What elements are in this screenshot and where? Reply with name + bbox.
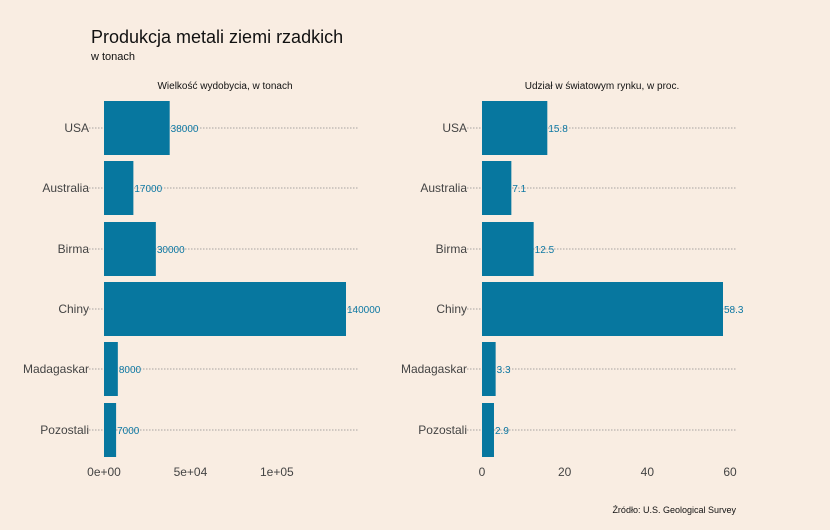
bar-chiny	[104, 282, 346, 336]
category-label: Australia	[420, 181, 467, 195]
category-label: Birma	[58, 242, 90, 256]
x-tick-label: 1e+05	[260, 465, 294, 479]
bar-australia	[104, 161, 134, 215]
category-label: Pozostali	[418, 423, 467, 437]
data-label: 3.3	[497, 365, 511, 376]
data-label: 38000	[171, 124, 199, 135]
x-tick-label: 0	[479, 465, 486, 479]
bar-pozostali	[104, 403, 117, 457]
data-label: 15.8	[548, 124, 568, 135]
chart-subtitle: w tonach	[91, 51, 136, 63]
bar-birma	[104, 222, 156, 276]
category-label: Birma	[436, 242, 468, 256]
category-label: Madagaskar	[401, 362, 467, 376]
panel-title: Udział w światowym rynku, w proc.	[525, 81, 679, 92]
category-label: USA	[442, 121, 467, 135]
panel-title: Wielkość wydobycia, w tonach	[157, 81, 292, 92]
x-tick-label: 5e+04	[174, 465, 208, 479]
data-label: 58.3	[724, 305, 744, 316]
category-label: USA	[64, 121, 89, 135]
category-label: Australia	[42, 181, 89, 195]
bar-chiny	[482, 282, 723, 336]
data-label: 140000	[347, 305, 381, 316]
data-label: 17000	[134, 184, 162, 195]
x-tick-label: 0e+00	[87, 465, 121, 479]
bar-madagaskar	[482, 342, 496, 396]
source-note: Źródło: U.S. Geological Survey	[612, 505, 736, 515]
bar-madagaskar	[104, 342, 118, 396]
data-label: 12.5	[535, 245, 555, 256]
x-tick-label: 40	[641, 465, 655, 479]
data-label: 7.1	[512, 184, 526, 195]
category-label: Pozostali	[40, 423, 89, 437]
category-label: Chiny	[436, 302, 467, 316]
chart-title: Produkcja metali ziemi rzadkich	[91, 27, 344, 47]
category-label: Chiny	[58, 302, 89, 316]
data-label: 8000	[119, 365, 142, 376]
bar-pozostali	[482, 403, 494, 457]
bar-birma	[482, 222, 534, 276]
category-label: Madagaskar	[23, 362, 89, 376]
data-label: 30000	[157, 245, 185, 256]
data-label: 2.9	[495, 426, 509, 437]
bar-australia	[482, 161, 512, 215]
bar-usa	[482, 101, 548, 155]
x-tick-label: 60	[723, 465, 737, 479]
bar-usa	[104, 101, 170, 155]
x-tick-label: 20	[558, 465, 572, 479]
data-label: 7000	[117, 426, 140, 437]
